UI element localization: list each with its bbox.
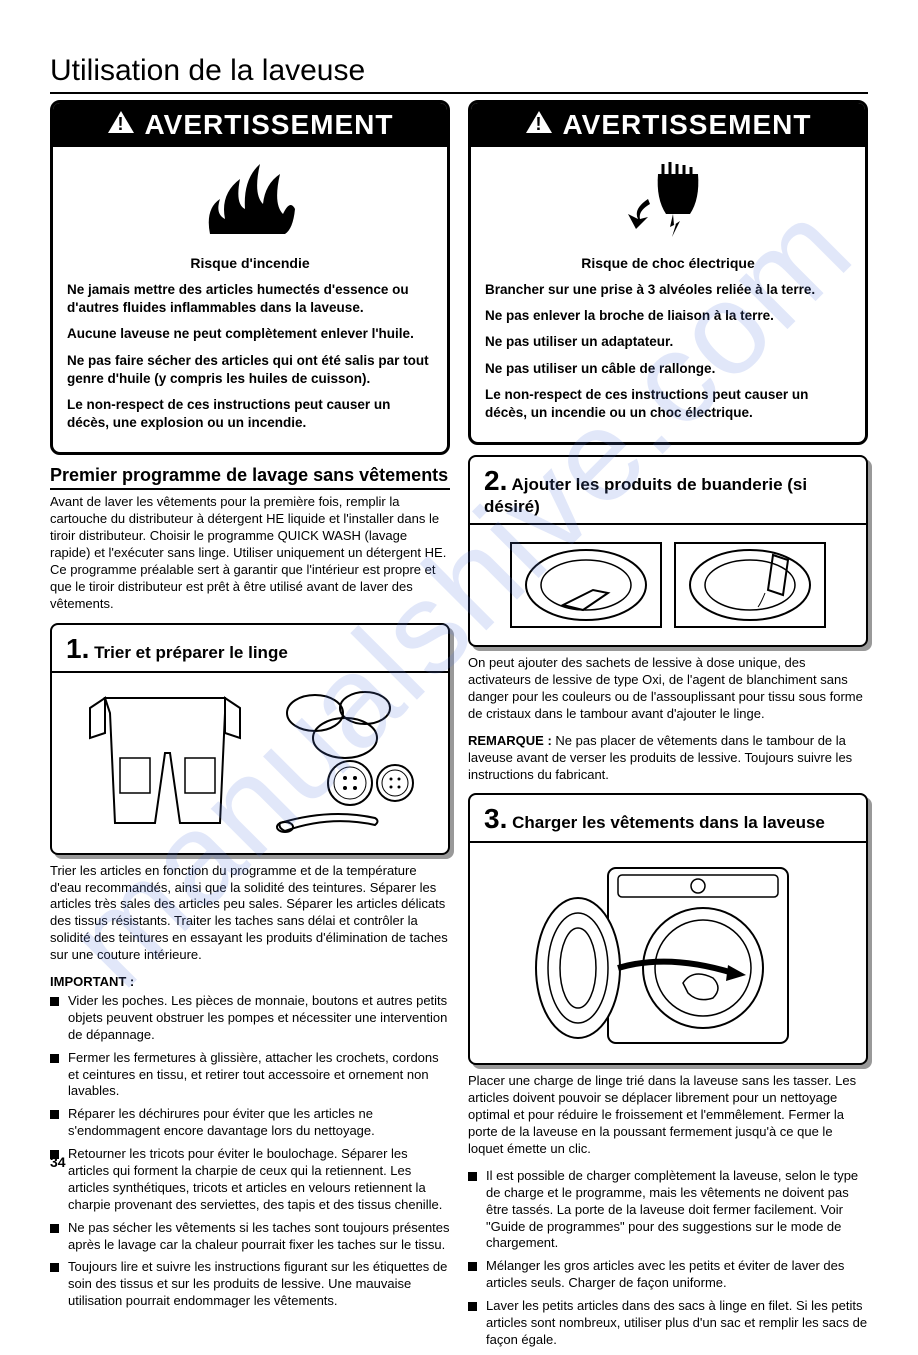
warning-line: Ne pas utiliser un adaptateur. [485, 333, 851, 351]
warning-header-text: AVERTISSEMENT [145, 109, 394, 141]
warning-line: Ne jamais mettre des articles humectés d… [67, 281, 433, 317]
step1-header: 1. Trier et préparer le linge [52, 625, 448, 673]
step1-box: 1. Trier et préparer le linge [50, 623, 450, 855]
page-number: 34 [50, 1154, 66, 1170]
step2-remarque: REMARQUE : Ne pas placer de vêtements da… [468, 733, 868, 784]
step2-text: On peut ajouter des sachets de lessive à… [468, 655, 868, 723]
list-item: Vider les poches. Les pièces de monnaie,… [50, 993, 450, 1044]
alert-icon: ! [107, 109, 135, 141]
important-label: IMPORTANT : [50, 974, 450, 989]
warning-box-fire: ! AVERTISSEMENT Risque d'incendie Ne jam… [50, 100, 450, 455]
step1-text: Trier les articles en fonction du progra… [50, 863, 450, 964]
list-item: Il est possible de charger complètement … [468, 1168, 868, 1252]
list-item: Toujours lire et suivre les instructions… [50, 1259, 450, 1310]
warning-body-shock: Risque de choc électrique Brancher sur u… [471, 250, 865, 442]
step3-num: 3. [484, 803, 507, 834]
warning-body-fire: Risque d'incendie Ne jamais mettre des a… [53, 250, 447, 452]
list-item: Retourner les tricots pour éviter le bou… [50, 1146, 450, 1214]
step3-bullets: Il est possible de charger complètement … [468, 1168, 868, 1349]
warning-header-shock: ! AVERTISSEMENT [471, 103, 865, 147]
step1-num: 1. [66, 633, 89, 664]
step2-title: Ajouter les produits de buanderie (si dé… [484, 475, 807, 516]
warning-line: Ne pas enlever la broche de liaison à la… [485, 307, 851, 325]
svg-text:!: ! [117, 114, 124, 134]
warning-line: Ne pas utiliser un câble de rallonge. [485, 360, 851, 378]
list-item: Laver les petits articles dans des sacs … [468, 1298, 868, 1349]
premier-text: Avant de laver les vêtements pour la pre… [50, 494, 450, 612]
step3-illustration [470, 843, 866, 1063]
step3-title: Charger les vêtements dans la laveuse [512, 813, 825, 832]
page-title: Utilisation de la laveuse [50, 54, 868, 94]
shock-icon [471, 147, 865, 250]
warning-line: Le non-respect de ces instructions peut … [485, 386, 851, 422]
step2-num: 2. [484, 465, 507, 496]
list-item: Ne pas sécher les vêtements si les tache… [50, 1220, 450, 1254]
fire-icon [53, 147, 447, 250]
alert-icon: ! [525, 109, 553, 141]
premier-title: Premier programme de lavage sans vêtemen… [50, 465, 450, 490]
step3-box: 3. Charger les vêtements dans la laveuse [468, 793, 868, 1065]
step1-bullets: Vider les poches. Les pièces de monnaie,… [50, 993, 450, 1310]
remarque-label: REMARQUE : [468, 733, 552, 748]
list-item: Mélanger les gros articles avec les peti… [468, 1258, 868, 1292]
svg-text:!: ! [535, 114, 542, 134]
step2-box: 2. Ajouter les produits de buanderie (si… [468, 455, 868, 647]
warning-line: Aucune laveuse ne peut complètement enle… [67, 325, 433, 343]
step3-text: Placer une charge de linge trié dans la … [468, 1073, 868, 1157]
warning-header-fire: ! AVERTISSEMENT [53, 103, 447, 147]
warning-header-text: AVERTISSEMENT [563, 109, 812, 141]
list-item: Réparer les déchirures pour éviter que l… [50, 1106, 450, 1140]
list-item: Fermer les fermetures à glissière, attac… [50, 1050, 450, 1101]
left-column: ! AVERTISSEMENT Risque d'incendie Ne jam… [50, 100, 450, 1355]
warning-box-shock: ! AVERTISSEMENT Risque de choc électriqu… [468, 100, 868, 445]
warning-risk-fire: Risque d'incendie [67, 254, 433, 273]
warning-line: Brancher sur une prise à 3 alvéoles reli… [485, 281, 851, 299]
step1-title: Trier et préparer le linge [94, 643, 288, 662]
warning-line: Le non-respect de ces instructions peut … [67, 396, 433, 432]
step2-illustration [470, 525, 866, 645]
warning-risk-shock: Risque de choc électrique [485, 254, 851, 273]
step1-illustration [52, 673, 448, 853]
right-column: ! AVERTISSEMENT Risque de choc électriqu… [468, 100, 868, 1355]
step3-header: 3. Charger les vêtements dans la laveuse [470, 795, 866, 843]
warning-line: Ne pas faire sécher des articles qui ont… [67, 352, 433, 388]
step2-header: 2. Ajouter les produits de buanderie (si… [470, 457, 866, 525]
